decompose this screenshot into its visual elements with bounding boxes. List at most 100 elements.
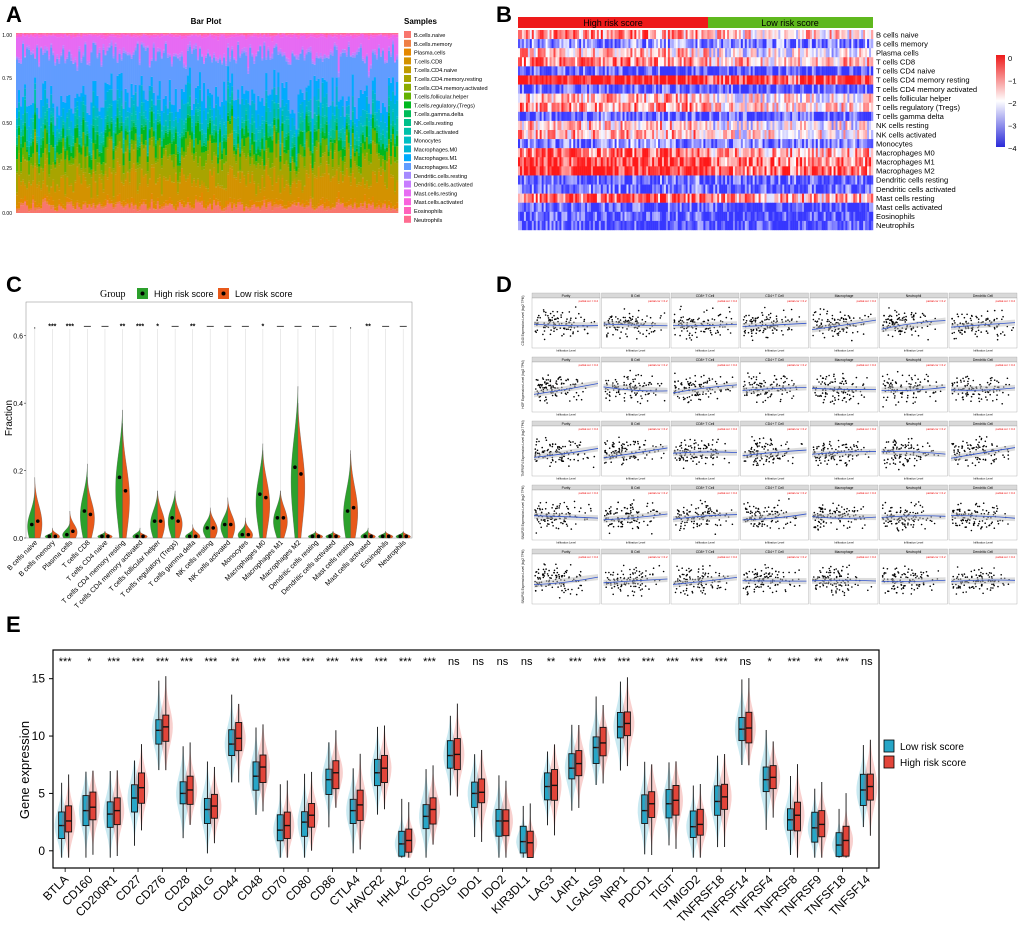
stacked-bar-segment (287, 164, 290, 168)
panel-a-legend-swatch (404, 110, 411, 118)
heatmap-cell (827, 57, 830, 67)
stacked-bar-segment (192, 178, 196, 181)
heatmap-cell (640, 57, 643, 67)
stacked-bar-segment (235, 63, 238, 100)
stacked-bar-segment (24, 56, 27, 58)
stacked-bar-segment (303, 185, 306, 187)
heatmap-cell (618, 39, 621, 49)
stacked-bar-segment (307, 47, 310, 50)
stacked-bar-segment (18, 117, 21, 126)
heatmap-cell (736, 48, 740, 58)
stacked-bar-segment (60, 160, 63, 176)
stacked-bar-segment (285, 136, 288, 140)
stacked-bar-segment (385, 188, 389, 190)
stacked-bar-segment (170, 141, 174, 144)
stacked-bar-segment (339, 52, 342, 54)
heatmap-cell (663, 30, 667, 40)
stacked-bar-segment (120, 54, 123, 59)
stacked-bar-segment (239, 104, 242, 130)
heatmap-cell (642, 39, 645, 49)
stacked-bar-segment (269, 199, 272, 202)
stacked-bar-segment (315, 52, 318, 56)
stacked-bar-segment (279, 170, 282, 193)
stacked-bar-segment (337, 203, 340, 213)
heatmap-cell (519, 57, 523, 67)
stacked-bar-segment (379, 166, 383, 168)
stacked-bar-segment (184, 103, 188, 119)
stacked-bar-segment (86, 133, 89, 136)
stacked-bar-segment (154, 119, 158, 130)
panel-a-legend-swatch (404, 127, 411, 135)
stacked-bar-segment (377, 137, 381, 142)
stacked-bar-segment (190, 183, 194, 187)
stacked-bar-segment (359, 185, 363, 201)
stacked-bar-segment (106, 194, 109, 201)
stacked-bar-segment (297, 128, 300, 130)
stacked-bar-segment (114, 204, 117, 208)
stacked-bar-segment (46, 185, 49, 187)
heatmap-cell (596, 48, 600, 58)
heatmap-cell (535, 48, 538, 58)
stacked-bar-segment (122, 33, 125, 35)
stacked-bar-segment (202, 63, 206, 65)
stacked-bar-segment (353, 137, 357, 139)
stacked-bar-segment (231, 73, 234, 87)
stacked-bar-segment (44, 52, 47, 81)
stacked-bar-segment (217, 133, 220, 147)
stacked-bar-segment (204, 37, 208, 56)
stacked-bar-segment (337, 199, 340, 204)
stacked-bar-segment (269, 56, 272, 58)
stacked-bar-segment (170, 104, 174, 113)
stacked-bar-segment (291, 156, 294, 160)
stacked-bar-segment (357, 155, 361, 167)
heatmap-cell (778, 48, 781, 58)
stacked-bar-segment (231, 211, 234, 213)
stacked-bar-segment (196, 59, 200, 61)
stacked-bar-segment (293, 146, 296, 163)
stacked-bar-segment (365, 125, 369, 127)
stacked-bar-segment (363, 62, 367, 64)
stacked-bar-segment (223, 34, 226, 37)
stacked-bar-segment (221, 185, 224, 189)
stacked-bar-segment (367, 33, 371, 35)
stacked-bar-segment (166, 200, 170, 205)
stacked-bar-segment (297, 112, 300, 129)
stacked-bar-segment (186, 118, 190, 132)
stacked-bar-segment (90, 157, 93, 160)
heatmap-cell (667, 48, 671, 58)
stacked-bar-segment (231, 86, 234, 92)
stacked-bar-segment (315, 115, 318, 116)
stacked-bar-segment (389, 100, 393, 125)
stacked-bar-segment (281, 206, 284, 210)
stacked-bar-segment (381, 203, 385, 205)
heatmap-cell (523, 48, 527, 58)
stacked-bar-segment (381, 102, 385, 115)
stacked-bar-segment (128, 53, 131, 56)
stacked-bar-segment (303, 166, 306, 169)
stacked-bar-segment (389, 82, 393, 101)
stacked-bar-segment (379, 209, 383, 213)
stacked-bar-segment (359, 142, 363, 147)
stacked-bar-segment (389, 155, 393, 165)
stacked-bar-segment (112, 36, 115, 54)
stacked-bar-segment (255, 168, 258, 195)
stacked-bar-segment (215, 186, 218, 188)
stacked-bar-segment (349, 173, 353, 177)
heatmap-cell (798, 39, 801, 49)
stacked-bar-segment (152, 104, 156, 113)
stacked-bar-segment (28, 204, 31, 209)
stacked-bar-segment (188, 33, 192, 35)
stacked-bar-segment (237, 36, 240, 42)
stacked-bar-segment (211, 94, 214, 110)
stacked-bar-segment (235, 132, 238, 145)
stacked-bar-segment (94, 44, 97, 81)
stacked-bar-segment (215, 117, 218, 126)
heatmap-cell (817, 57, 820, 67)
stacked-bar-segment (303, 186, 306, 204)
stacked-bar-segment (198, 48, 202, 73)
stacked-bar-segment (30, 33, 33, 34)
heatmap-cell (531, 39, 535, 49)
stacked-bar-segment (92, 205, 95, 213)
stacked-bar-segment (22, 205, 25, 213)
stacked-bar-segment (213, 129, 216, 136)
